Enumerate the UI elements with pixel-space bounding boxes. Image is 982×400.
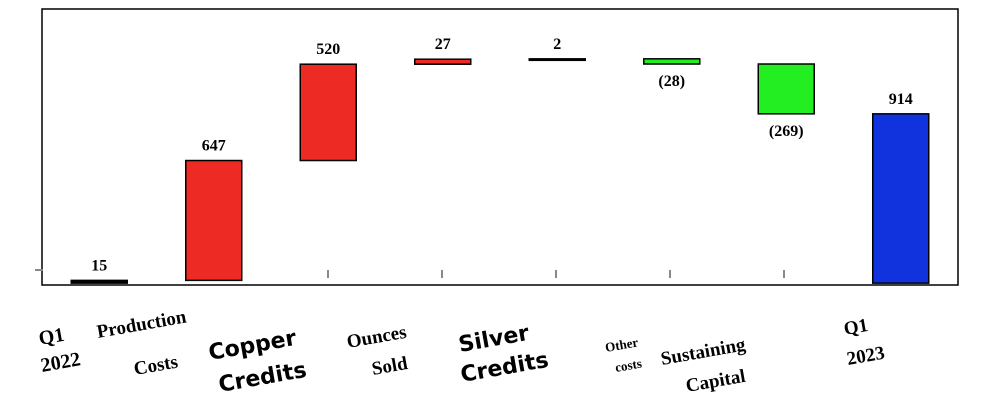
x-tick-label: Costs <box>132 352 179 380</box>
bar <box>872 113 930 284</box>
x-tick-label: Capital <box>684 366 747 397</box>
x-tick-label: 2023 <box>845 343 886 370</box>
value-label: 15 <box>91 257 107 274</box>
x-tick-label: Credits <box>217 358 309 398</box>
x-tick-label: Copper <box>207 326 299 366</box>
x-tick-label: Production <box>95 306 188 342</box>
bar <box>757 63 815 115</box>
x-tick-label: Sold <box>370 353 409 380</box>
value-label: (269) <box>769 123 804 140</box>
bar <box>643 58 701 65</box>
x-tick-label: Sustaining <box>659 334 747 370</box>
bar <box>414 58 472 65</box>
plot-frame <box>41 8 959 286</box>
x-tick-label: costs <box>614 356 643 375</box>
bar <box>528 58 586 62</box>
x-tick-label: Ounces <box>345 322 408 353</box>
x-tick-label: Other <box>604 334 640 355</box>
bar <box>70 279 128 284</box>
value-label: 914 <box>889 91 913 108</box>
x-tick-label: 2022 <box>39 348 82 377</box>
value-label: 647 <box>202 138 226 155</box>
x-tick-label: Q1 <box>37 324 66 350</box>
value-label: 520 <box>316 41 340 58</box>
x-tick-label: Q1 <box>842 315 870 340</box>
value-label: (28) <box>658 73 685 90</box>
bar <box>185 159 243 282</box>
bar <box>299 63 357 162</box>
value-label: 27 <box>435 36 451 53</box>
value-label: 2 <box>553 36 561 53</box>
